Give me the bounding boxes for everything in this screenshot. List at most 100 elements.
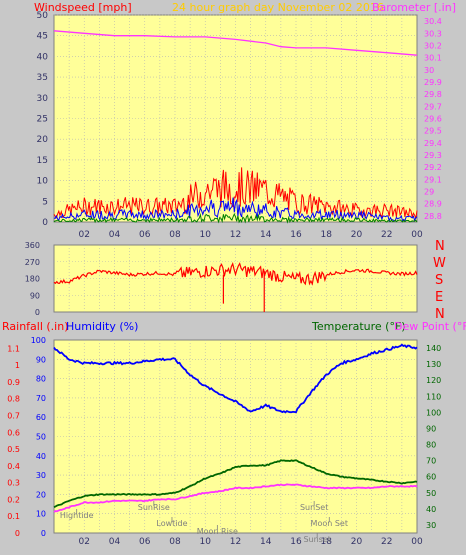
wind-barometer-panel: 0 5 10 15 20 25 30 35 40 45 50 28.8 28.9 29 29.1 29.2 29… xyxy=(37,11,442,240)
humidity-y-tick-label: 80 xyxy=(36,375,46,384)
compass-w: W xyxy=(433,256,446,271)
dewpoint-line xyxy=(53,483,418,513)
direction-y-tick-label: 90 xyxy=(30,291,40,300)
barometer-line xyxy=(53,30,418,56)
rain-y-tick-label: 0.1 xyxy=(7,512,20,521)
barometer-y-tick-label: 29.8 xyxy=(424,90,442,99)
barometer-y-tick-label: 30.4 xyxy=(424,17,442,26)
event-label: SunSet xyxy=(300,503,328,512)
temperature-y-tick-label: 140 xyxy=(426,344,441,353)
climate-x-tick-label: 10 xyxy=(200,537,212,547)
rainfall-label: Rainfall (.in) xyxy=(2,320,69,333)
humidity-y-tick-label: 90 xyxy=(36,355,46,364)
wind-y-tick-label: 0 xyxy=(42,218,48,228)
wind-y-tick-label: 15 xyxy=(37,156,48,166)
wind-y-tick-label: 40 xyxy=(37,52,49,62)
compass-n-bottom: N xyxy=(435,307,445,322)
temperature-y-tick-label: 90 xyxy=(426,424,436,433)
humidity-y-tick-label: 70 xyxy=(36,394,46,403)
barometer-y-tick-label: 30.3 xyxy=(424,29,442,38)
humidity-y-tick-label: 30 xyxy=(36,471,46,480)
climate-x-tick-label: 12 xyxy=(230,537,241,547)
wind-direction-panel: 0 90 180 270 360 xyxy=(25,241,418,317)
rain-y-tick-label: 0.9 xyxy=(7,378,20,387)
temperature-y-tick-label: 110 xyxy=(426,392,441,401)
graph-title: 24 hour graph day November 02 2016 xyxy=(172,1,384,14)
compass-n-top: N xyxy=(435,239,445,254)
barometer-y-tick-label: 29.3 xyxy=(424,151,442,160)
wind-x-tick-label: 10 xyxy=(200,230,212,240)
wind-x-tick-label: 18 xyxy=(321,230,333,240)
wind-y-tick-label: 10 xyxy=(37,177,49,187)
event-label: Moon Set xyxy=(311,519,348,528)
rain-humidity-temp-panel: 0 0.1 0.2 0.3 0.4 0.5 0.6 0.7 0.8 0.9 1 1.1 0 10 20 30 4… xyxy=(7,336,441,547)
temperature-y-tick-label: 40 xyxy=(426,505,436,514)
temperature-y-tick-label: 120 xyxy=(426,376,441,385)
climate-x-tick-label: 00 xyxy=(411,537,423,547)
temperature-y-tick-label: 100 xyxy=(426,408,441,417)
rain-y-tick-label: 0.6 xyxy=(7,428,20,437)
temperature-y-tick-label: 50 xyxy=(426,489,436,498)
climate-x-tick-label: 20 xyxy=(351,537,363,547)
wind-y-tick-label: 35 xyxy=(37,73,48,83)
direction-y-tick-label: 0 xyxy=(35,308,40,317)
climate-x-tick-label: 04 xyxy=(109,537,121,547)
climate-x-tick-label: 22 xyxy=(381,537,392,547)
direction-y-tick-label: 270 xyxy=(25,258,40,267)
humidity-label: Humidity (%) xyxy=(66,320,138,333)
rain-y-tick-label: 0.4 xyxy=(7,462,20,471)
windspeed-label: Windspeed [mph] xyxy=(34,1,132,14)
wind-y-tick-label: 50 xyxy=(37,11,49,21)
temperature-line xyxy=(53,459,418,509)
wind-direction-line xyxy=(53,262,418,286)
barometer-y-tick-label: 29.9 xyxy=(424,78,442,87)
rain-y-tick-label: 0.7 xyxy=(7,412,20,421)
rain-y-tick-label: 1.1 xyxy=(7,344,20,353)
wind-x-tick-label: 08 xyxy=(169,230,181,240)
climate-x-tick-label: 08 xyxy=(169,537,181,547)
rain-y-tick-label: 0.2 xyxy=(7,495,20,504)
wind-x-tick-label: 14 xyxy=(260,230,272,240)
wind-x-tick-label: 20 xyxy=(351,230,363,240)
event-label: Hightide xyxy=(60,511,94,520)
rain-y-tick-label: 0 xyxy=(15,529,20,538)
wind-y-tick-label: 45 xyxy=(37,32,48,42)
temperature-y-tick-label: 60 xyxy=(426,473,436,482)
barometer-y-tick-label: 28.9 xyxy=(424,200,442,209)
event-label: SunRise xyxy=(138,503,170,512)
humidity-y-tick-label: 40 xyxy=(36,452,46,461)
direction-y-tick-label: 360 xyxy=(25,241,40,250)
barometer-y-tick-label: 29.4 xyxy=(424,139,442,148)
climate-x-tick-label: 02 xyxy=(79,537,90,547)
barometer-y-tick-label: 29.7 xyxy=(424,102,442,111)
compass-e: E xyxy=(435,290,443,305)
barometer-y-tick-label: 29.5 xyxy=(424,127,442,136)
wind-x-tick-label: 12 xyxy=(230,230,241,240)
barometer-y-tick-label: 29 xyxy=(424,188,434,197)
rain-y-tick-label: 1 xyxy=(15,361,20,370)
wind-x-tick-label: 04 xyxy=(109,230,121,240)
temperature-y-tick-label: 30 xyxy=(426,521,436,530)
barometer-y-tick-label: 29.6 xyxy=(424,115,442,124)
rain-y-tick-label: 0.5 xyxy=(7,445,20,454)
climate-x-tick-label: 14 xyxy=(260,537,272,547)
climate-x-tick-label: 18 xyxy=(321,537,333,547)
wind-y-tick-label: 30 xyxy=(37,94,49,104)
wind-x-tick-label: 02 xyxy=(79,230,90,240)
barometer-y-tick-label: 30 xyxy=(424,66,434,75)
event-label: Sunset xyxy=(303,535,330,544)
wind-x-tick-label: 00 xyxy=(411,230,423,240)
barometer-y-tick-label: 29.2 xyxy=(424,163,442,172)
temperature-y-tick-label: 130 xyxy=(426,360,441,369)
wind-gust-line xyxy=(53,167,418,219)
barometer-y-tick-label: 30.1 xyxy=(424,54,442,63)
compass-s: S xyxy=(435,273,443,288)
dewpoint-label: Dew Point (°F) xyxy=(394,320,466,333)
wind-calm-line xyxy=(53,212,418,224)
rain-y-tick-label: 0.8 xyxy=(7,395,20,404)
barometer-y-tick-label: 30.2 xyxy=(424,41,442,50)
humidity-y-tick-label: 50 xyxy=(36,433,46,442)
event-label: Lowtide xyxy=(156,519,187,528)
wind-x-tick-label: 16 xyxy=(290,230,302,240)
